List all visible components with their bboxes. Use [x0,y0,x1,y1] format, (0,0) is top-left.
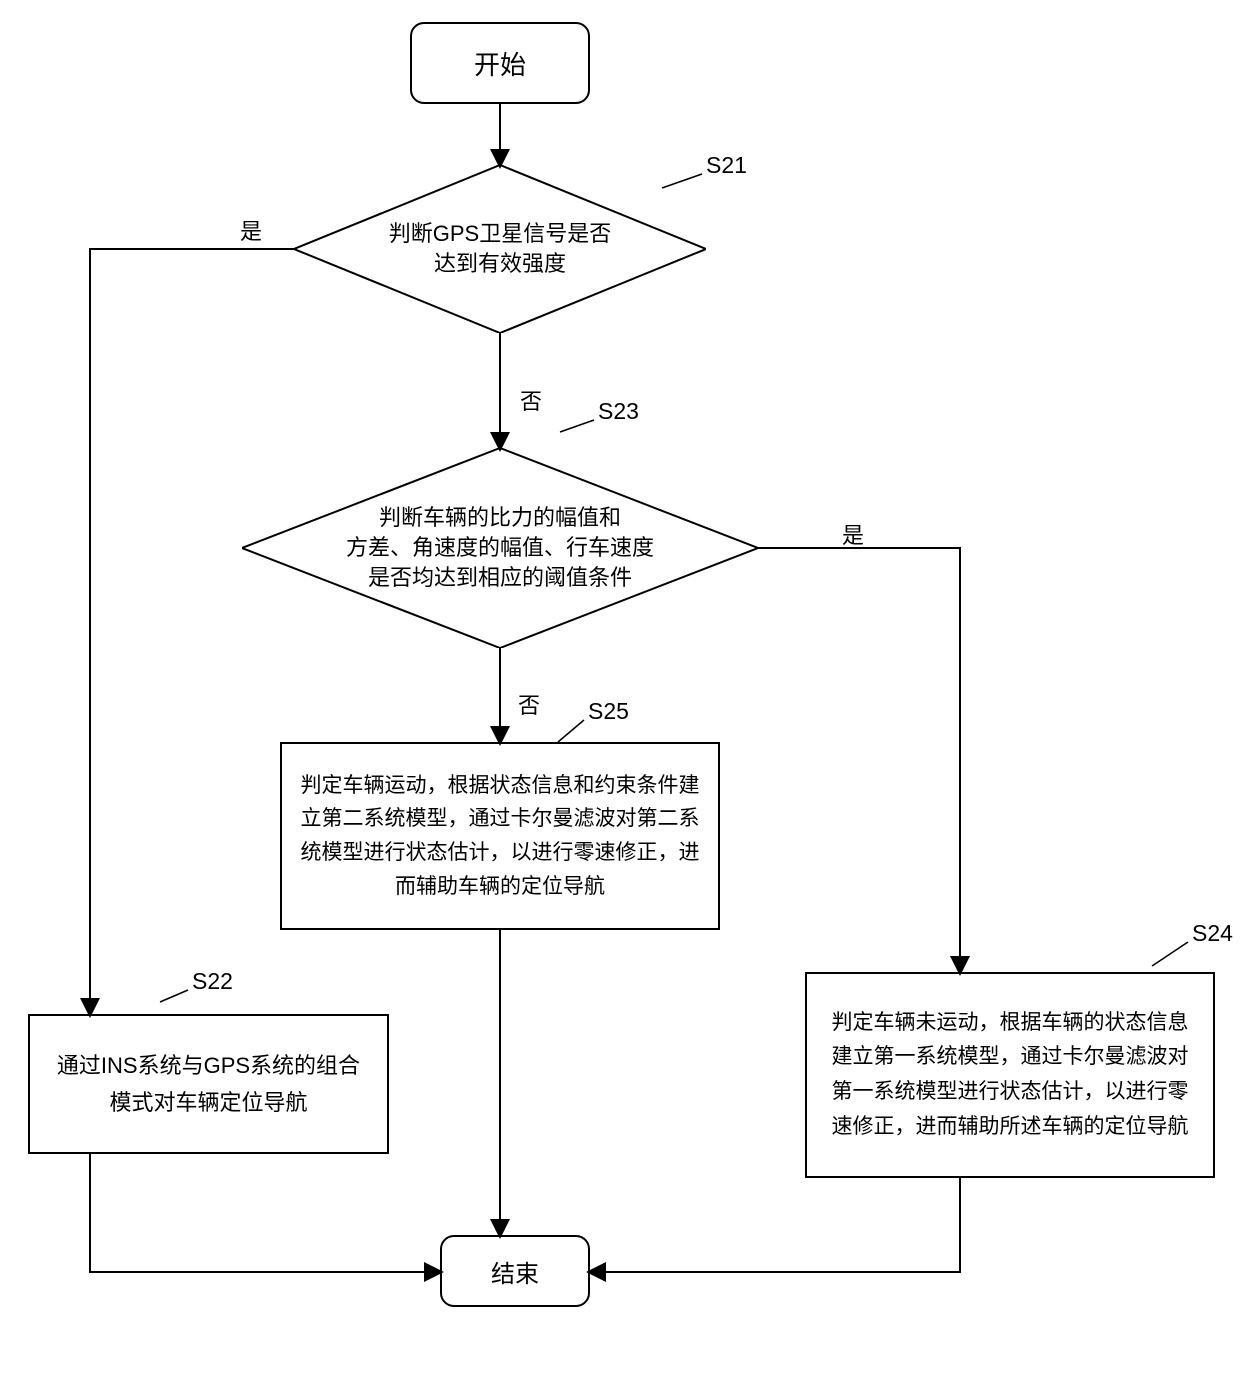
step-label-s25-text: S25 [588,698,629,724]
node-end-label: 结束 [491,1254,539,1289]
step-label-s23-text: S23 [598,398,639,424]
node-d23: 判断车辆的比力的幅值和 方差、角速度的幅值、行车速度 是否均达到相应的阈值条件 [242,448,758,648]
edge-label-yes1-text: 是 [240,219,262,244]
step-label-s25: S25 [588,698,629,725]
node-start: 开始 [410,22,590,104]
step-label-s24-text: S24 [1192,920,1233,946]
step-label-s21: S21 [706,152,747,179]
edge-label-no2-text: 否 [518,693,540,718]
node-s25-label: 判定车辆运动，根据状态信息和约束条件建 立第二系统模型，通过卡尔曼滤波对第二系 … [301,769,700,903]
edge-label-no2: 否 [518,688,540,720]
step-label-s22: S22 [192,968,233,995]
node-s25: 判定车辆运动，根据状态信息和约束条件建 立第二系统模型，通过卡尔曼滤波对第二系 … [280,742,720,930]
edge-label-no1-text: 否 [520,389,542,414]
edge-label-yes1: 是 [240,214,262,246]
edge-label-no1: 否 [520,384,542,416]
node-s24: 判定车辆未运动，根据车辆的状态信息 建立第一系统模型，通过卡尔曼滤波对 第一系统… [805,972,1215,1178]
node-s22-label: 通过INS系统与GPS系统的组合 模式对车辆定位导航 [57,1047,360,1122]
node-d23-label: 判断车辆的比力的幅值和 方差、角速度的幅值、行车速度 是否均达到相应的阈值条件 [306,503,694,592]
node-end: 结束 [440,1235,590,1307]
step-label-s22-text: S22 [192,968,233,994]
step-label-s23: S23 [598,398,639,425]
node-start-label: 开始 [474,45,526,82]
node-d21: 判断GPS卫星信号是否 达到有效强度 [294,165,706,333]
node-d21-label: 判断GPS卫星信号是否 达到有效强度 [349,219,651,278]
step-label-s21-text: S21 [706,152,747,178]
node-s24-label: 判定车辆未运动，根据车辆的状态信息 建立第一系统模型，通过卡尔曼滤波对 第一系统… [832,1006,1189,1145]
edge-label-yes2: 是 [842,518,864,550]
step-label-s24: S24 [1192,920,1233,947]
node-s22: 通过INS系统与GPS系统的组合 模式对车辆定位导航 [28,1014,389,1154]
edge-label-yes2-text: 是 [842,523,864,548]
